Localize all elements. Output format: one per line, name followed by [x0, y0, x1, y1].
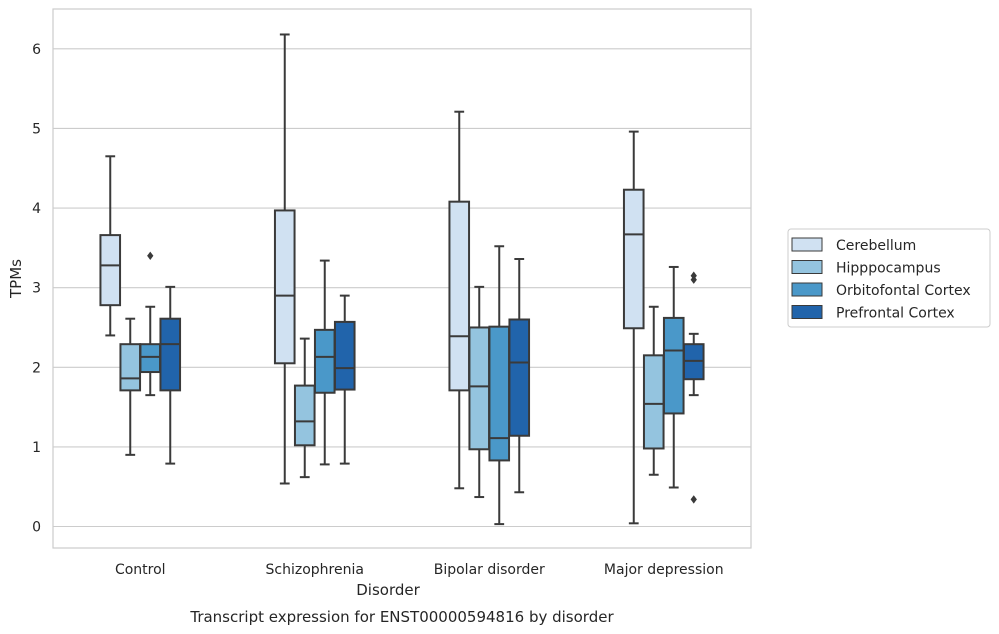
box-iqr — [273, 209, 296, 365]
legend-swatch — [791, 305, 823, 319]
x-axis-title: Disorder — [356, 581, 420, 599]
gridlines — [53, 48, 751, 528]
box-bipolar-disorder-hipppocampus — [468, 285, 491, 499]
box-iqr — [622, 188, 645, 330]
outlier-point — [147, 251, 154, 261]
legend-label: Orbitofontal Cortex — [836, 283, 971, 299]
x-tick-label-bipolar-disorder: Bipolar disorder — [434, 562, 545, 578]
box-schizophrenia-orbitofontal-cortex — [313, 259, 336, 466]
box-iqr — [642, 354, 665, 450]
legend: Cerebellum Hipppocampus Orbitofontal Corte… — [787, 228, 991, 328]
box-iqr — [333, 320, 356, 391]
y-tick-label: 0 — [32, 520, 41, 536]
y-tick-label: 4 — [32, 201, 41, 217]
y-tick-label: 1 — [32, 440, 41, 456]
y-axis-ticks: 0 1 2 3 4 5 6 — [32, 42, 41, 536]
box-major-depression-prefrontal-cortex — [682, 271, 705, 504]
y-tick-label: 6 — [32, 42, 41, 58]
x-axis-ticks: Control Schizophrenia Bipolar disorder Majo… — [115, 562, 724, 578]
legend-item-hipppocampus: Hipppocampus — [791, 260, 941, 277]
box-iqr — [139, 343, 162, 374]
chart-caption: Transcript expression for ENST0000059481… — [189, 608, 614, 626]
box-control-hipppocampus — [119, 317, 142, 456]
x-tick-label-schizophrenia: Schizophrenia — [266, 562, 364, 578]
box-schizophrenia-hipppocampus — [293, 337, 316, 479]
box-major-depression-cerebellum — [622, 130, 645, 525]
box-bipolar-disorder-prefrontal-cortex — [508, 257, 531, 494]
box-iqr — [159, 317, 182, 392]
box-control-prefrontal-cortex — [159, 285, 182, 465]
legend-swatch — [791, 260, 823, 274]
box-schizophrenia-cerebellum — [273, 33, 296, 485]
legend-swatch — [791, 237, 823, 252]
legend-swatch — [791, 282, 823, 297]
outlier-point — [690, 275, 697, 284]
legend-item-prefrontal-cortex: Prefrontal Cortex — [791, 305, 955, 322]
legend-label: Cerebellum — [836, 238, 916, 254]
box-iqr — [119, 343, 142, 392]
box-iqr — [99, 234, 122, 307]
box-major-depression-hipppocampus — [642, 305, 665, 476]
box-iqr — [448, 200, 471, 392]
y-tick-label: 3 — [32, 281, 41, 297]
box-layer — [99, 33, 705, 526]
box-iqr — [293, 384, 316, 447]
box-major-depression-orbitofontal-cortex — [662, 265, 685, 489]
y-axis-title: TPMs — [7, 259, 25, 299]
box-iqr — [508, 318, 531, 437]
legend-label: Prefrontal Cortex — [836, 306, 955, 322]
box-control-cerebellum — [99, 155, 122, 337]
box-iqr — [468, 326, 491, 451]
box-iqr — [662, 316, 685, 415]
plot-area-frame — [52, 8, 752, 549]
y-tick-label: 2 — [32, 360, 41, 376]
box-bipolar-disorder-cerebellum — [448, 110, 471, 490]
box-schizophrenia-prefrontal-cortex — [333, 294, 356, 465]
legend-frame — [787, 228, 991, 328]
x-tick-label-control: Control — [115, 562, 166, 578]
legend-item-cerebellum: Cerebellum — [791, 237, 916, 254]
box-control-orbitofontal-cortex — [139, 251, 162, 397]
legend-label: Hipppocampus — [836, 261, 941, 277]
x-tick-label-major-depression: Major depression — [604, 562, 724, 578]
y-tick-label: 5 — [32, 121, 41, 137]
outlier-point — [690, 495, 697, 504]
box-iqr — [488, 325, 511, 462]
box-iqr — [313, 328, 336, 394]
legend-item-orbitofontal-cortex: Orbitofontal Cortex — [791, 282, 971, 299]
